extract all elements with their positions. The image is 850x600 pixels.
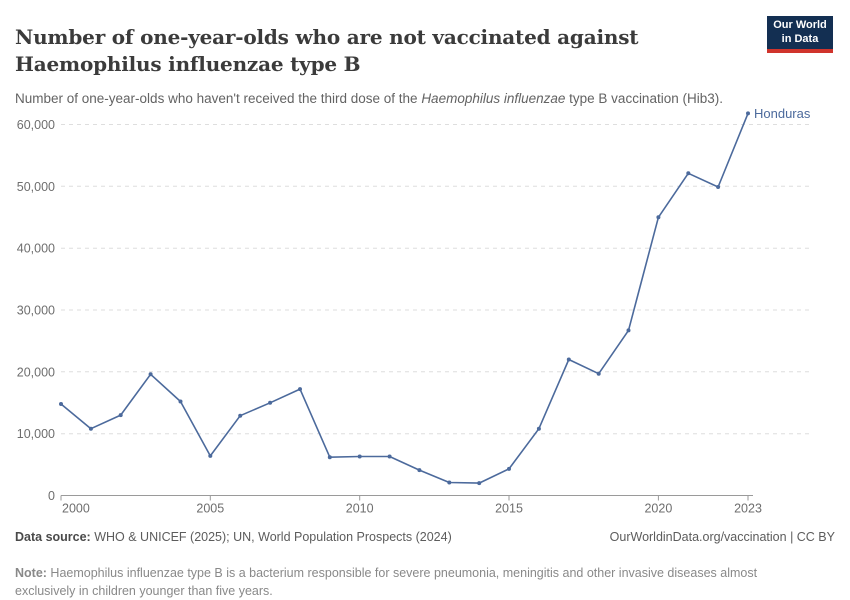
data-point	[208, 453, 213, 458]
subtitle-prefix: Number of one-year-olds who haven't rece…	[15, 90, 422, 106]
page-title-line1: Number of one-year-olds who are not vacc…	[15, 25, 639, 50]
data-point	[88, 426, 93, 431]
x-axis-tick-label: 2020	[644, 502, 672, 516]
data-point	[746, 111, 750, 116]
data-point	[387, 454, 392, 459]
data-point	[298, 387, 302, 392]
data-point	[417, 468, 422, 473]
page-title: Number of one-year-olds who are not vacc…	[15, 24, 705, 77]
y-axis-tick-label: 10,000	[17, 427, 55, 441]
footer-note-text: Haemophilus influenzae type B is a bacte…	[15, 565, 758, 599]
line-chart: 0 10,000 20,000 30,000 40,000 50,000 60,000 200…	[17, 106, 811, 516]
subtitle-species-italic: Haemophilus influenzae	[421, 90, 566, 106]
data-point	[357, 454, 362, 459]
page-title-line2: Haemophilus influenzae type B	[15, 51, 361, 76]
y-axis-tick-label: 40,000	[17, 242, 55, 256]
data-point	[596, 371, 601, 376]
x-axis-tick-label: 2023	[734, 502, 762, 516]
data-point	[148, 372, 153, 377]
subtitle-suffix: type B vaccination (Hib3).	[565, 90, 723, 106]
data-point	[626, 328, 631, 333]
y-axis-tick-label: 60,000	[17, 118, 55, 132]
data-point	[566, 357, 571, 362]
series-line	[60, 112, 749, 484]
y-axis-tick-label: 50,000	[17, 180, 55, 194]
y-axis-tick-label: 20,000	[17, 365, 55, 379]
data-point	[178, 399, 183, 404]
data-point	[716, 185, 721, 189]
data-point	[238, 413, 243, 418]
chart-subtitle: Number of one-year-olds who haven't rece…	[15, 90, 835, 108]
data-point	[656, 215, 661, 220]
owid-logo-line2: in Data	[781, 32, 819, 45]
data-point	[268, 400, 273, 405]
series-end-label: Honduras	[754, 106, 811, 121]
owid-logo: Our World in Data	[767, 16, 833, 53]
data-point	[59, 402, 63, 406]
data-source-label: Data source:	[15, 530, 91, 544]
data-source: Data source: WHO & UNICEF (2025); UN, Wo…	[15, 530, 452, 544]
footer-note: Note: Haemophilus influenzae type B is a…	[15, 564, 793, 600]
footer-source-line: Data source: WHO & UNICEF (2025); UN, Wo…	[15, 530, 835, 544]
x-axis-tick-label: 2005	[196, 502, 224, 516]
owid-logo-line1: Our World	[773, 19, 827, 31]
footer-note-label: Note:	[15, 565, 47, 580]
data-point	[118, 413, 123, 418]
data-source-text: WHO & UNICEF (2025); UN, World Populatio…	[90, 530, 452, 544]
data-point	[447, 480, 452, 485]
x-axis-tick-label: 2015	[495, 502, 523, 516]
data-point	[477, 481, 482, 486]
y-axis-tick-label: 30,000	[17, 304, 55, 318]
y-axis-tick-label: 0	[48, 489, 55, 503]
data-point	[327, 455, 332, 460]
data-point	[536, 426, 541, 431]
x-axis-tick-label: 2000	[62, 502, 90, 516]
attribution-link[interactable]: OurWorldinData.org/vaccination | CC BY	[609, 530, 835, 544]
data-point	[507, 466, 511, 471]
data-point	[686, 171, 691, 176]
x-axis-tick-label: 2010	[346, 502, 374, 516]
